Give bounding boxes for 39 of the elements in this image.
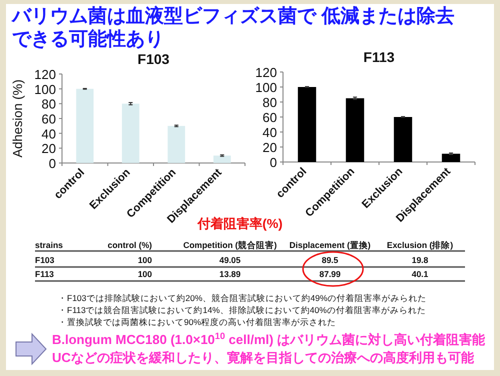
text: Exclusion (排除) [386, 240, 454, 250]
text: ・F103では排除試験において約20%、競合阻害試験において約49%の付着阻害率がみられた [58, 293, 426, 303]
y-tick-label: 80 [42, 96, 56, 112]
chart-title: F113 [363, 49, 395, 65]
text: control (%) [108, 240, 152, 250]
y-axis-title: Adhesion (%) [10, 79, 25, 158]
y-tick-label: 60 [42, 111, 56, 126]
text: 87.99 [319, 269, 341, 279]
text: F103 [35, 255, 55, 265]
text: strains [35, 240, 64, 250]
y-tick-label: 0 [270, 154, 277, 170]
chart-title: F103 [138, 51, 170, 67]
y-tick-label: 80 [262, 94, 277, 110]
text: Displacement (置換) [289, 240, 371, 250]
text: 40.1 [412, 269, 429, 279]
text: バリウム菌は血液型ビフィズス菌で 低減または除去 [11, 5, 454, 27]
text: 100 [138, 255, 152, 265]
text: ・F113では競合阻害試験において約14%、排除試験において約40%の付着阻害率がみられた [58, 305, 426, 315]
text: B.longum MCC180 (1.0×10$^{10}$ cell/ml) はバリウム菌に対し高い付着阻害能 [52, 331, 486, 347]
text: 100 [138, 269, 152, 279]
text: できる可能性あり [12, 28, 164, 50]
y-tick-label: 100 [34, 81, 56, 96]
text: ・置換試験では両菌株において90%程度の高い付着阻害率が示された [58, 317, 336, 327]
text: 89.5 [322, 255, 339, 265]
text: F113 [35, 269, 54, 279]
y-tick-label: 120 [34, 66, 56, 82]
text: UCなどの症状を緩和したり、寛解を目指しての治療への高度利用も可能 [52, 350, 475, 365]
y-tick-label: 40 [262, 124, 277, 140]
y-tick-label: 20 [262, 140, 277, 154]
text: 49.05 [219, 255, 241, 265]
y-tick-label: 20 [42, 140, 56, 156]
text: 13.89 [219, 269, 241, 279]
y-tick-label: 120 [255, 64, 277, 80]
text: Competition (競合阻害) [183, 240, 277, 250]
y-tick-label: 60 [262, 110, 277, 124]
y-tick-label: 40 [42, 126, 56, 141]
y-tick-label: 100 [255, 80, 277, 94]
y-tick-label: 0 [48, 156, 56, 170]
text: 19.8 [412, 255, 429, 265]
